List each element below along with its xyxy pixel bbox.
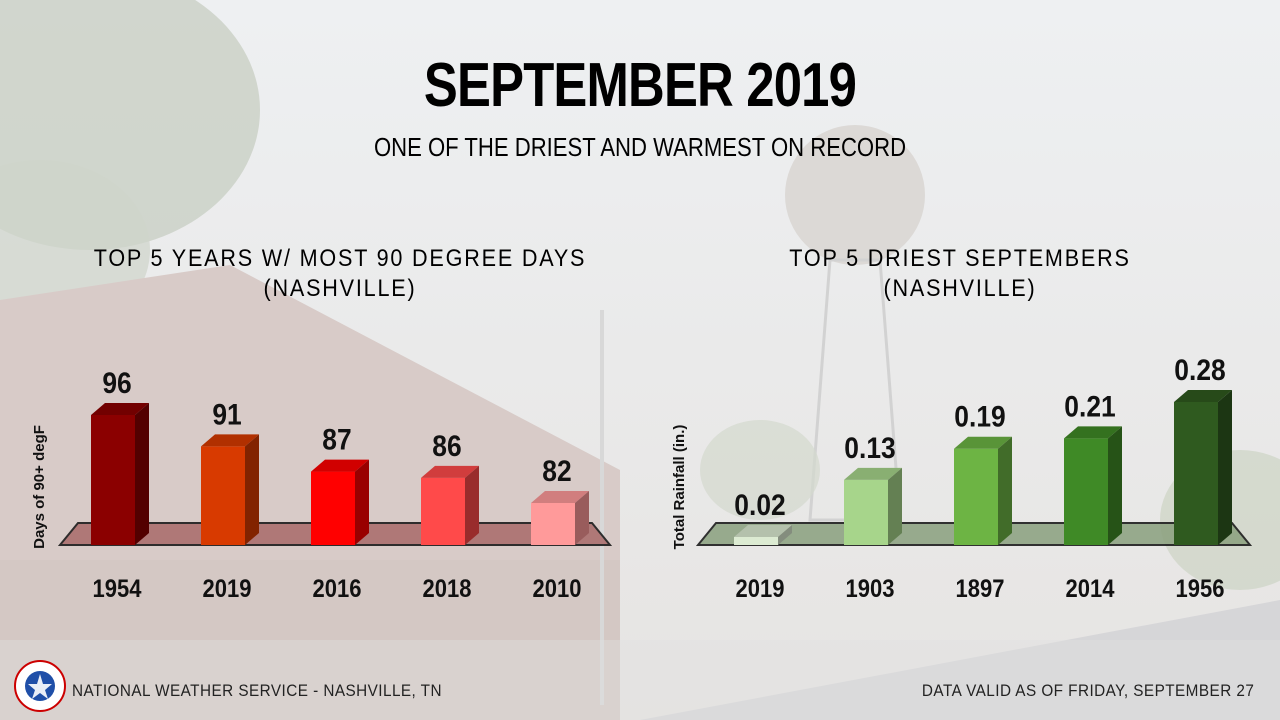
chart1-category-label: 2016	[313, 575, 362, 603]
chart-driest-septembers: Total Rainfall (in.) 0.02 2019 0.13 1903 0.19…	[671, 352, 1253, 603]
chart2-category-label: 1956	[1176, 575, 1225, 603]
chart2-category-label: 1897	[956, 575, 1005, 603]
chart2-bar-2014	[1064, 438, 1108, 545]
chart2-bar-top-1956	[1174, 390, 1232, 402]
chart2-value-label: 0.28	[1174, 352, 1225, 386]
chart2-value-label: 0.21	[1064, 389, 1115, 423]
chart1-bar-2019	[201, 446, 245, 545]
chart1-bar-top-2010	[531, 491, 589, 503]
chart2-bar-side-1956	[1218, 390, 1232, 545]
chart2-title-block: TOP 5 DRIEST SEPTEMBERS (NASHVILLE)	[708, 244, 1212, 304]
chart2-bar-top-2019	[734, 525, 792, 537]
chart1-category-label: 1954	[93, 575, 142, 603]
chart1-subtitle: (NASHVILLE)	[263, 275, 417, 302]
chart1-title: TOP 5 YEARS W/ MOST 90 DEGREE DAYS	[93, 245, 587, 272]
chart2-bar-side-2019	[778, 525, 792, 545]
chart1-value-label: 82	[542, 453, 571, 487]
chart2-bar-top-2014	[1064, 426, 1122, 439]
chart2-bar-1897	[954, 448, 998, 545]
chart1-value-label: 86	[432, 428, 461, 462]
chart1-bar-2010	[531, 503, 575, 545]
chart2-category-label: 1903	[846, 575, 895, 603]
chart2-subtitle: (NASHVILLE)	[883, 275, 1037, 302]
nws-logo-icon	[14, 660, 66, 712]
chart1-bar-top-2018	[421, 465, 479, 478]
chart1-bar-1954	[91, 415, 135, 545]
chart2-category-label: 2014	[1066, 575, 1115, 603]
chart2-bar-top-1897	[954, 436, 1012, 449]
chart1-title-block: TOP 5 YEARS W/ MOST 90 DEGREE DAYS (NASH…	[88, 244, 592, 304]
chart1-bar-side-2019	[245, 434, 259, 545]
chart1-bar-2018	[421, 477, 465, 545]
page-subtitle: ONE OF THE DRIEST AND WARMEST ON RECORD	[373, 132, 907, 162]
chart1-bar-top-1954	[91, 403, 149, 415]
chart1-bar-2016	[311, 471, 355, 545]
chart1-category-label: 2019	[203, 575, 252, 603]
footer-data-valid: DATA VALID AS OF FRIDAY, SEPTEMBER 27	[921, 681, 1254, 700]
chart2-ylabel: Total Rainfall (in.)	[671, 425, 688, 550]
footer-office-name: NATIONAL WEATHER SERVICE - NASHVILLE, TN	[72, 681, 442, 700]
chart1-bar-side-2016	[355, 459, 369, 545]
chart2-category-label: 2019	[736, 575, 785, 603]
chart2-value-label: 0.13	[844, 430, 895, 464]
chart1-bar-side-2018	[465, 465, 479, 545]
chart2-bar-side-2014	[1108, 426, 1122, 545]
chart1-bar-top-2019	[201, 434, 259, 447]
chart2-value-label: 0.02	[734, 487, 785, 521]
chart2-bar-side-1897	[998, 436, 1012, 545]
chart2-bar-1956	[1174, 402, 1218, 545]
chart2-value-label: 0.19	[954, 399, 1005, 433]
chart2-title: TOP 5 DRIEST SEPTEMBERS	[789, 245, 1131, 272]
chart1-category-label: 2010	[533, 575, 582, 603]
chart2-bar-2019	[734, 537, 778, 545]
chart2-bar-1903	[844, 479, 888, 545]
chart1-bar-side-2010	[575, 491, 589, 545]
chart1-value-label: 87	[322, 422, 351, 456]
page-title: SEPTEMBER 2019	[423, 51, 857, 120]
chart1-bar-top-2016	[311, 459, 369, 472]
chart1-value-label: 91	[212, 397, 241, 431]
chart2-bar-side-1903	[888, 467, 902, 545]
chart-90-degree-days: Days of 90+ degF 96 1954 91 2019 87 2016 86 2018…	[31, 365, 613, 603]
chart2-bar-top-1903	[844, 467, 902, 480]
chart1-value-label: 96	[102, 365, 131, 399]
chart1-ylabel: Days of 90+ degF	[31, 425, 48, 549]
chart1-category-label: 2018	[423, 575, 472, 603]
chart1-bar-side-1954	[135, 403, 149, 545]
